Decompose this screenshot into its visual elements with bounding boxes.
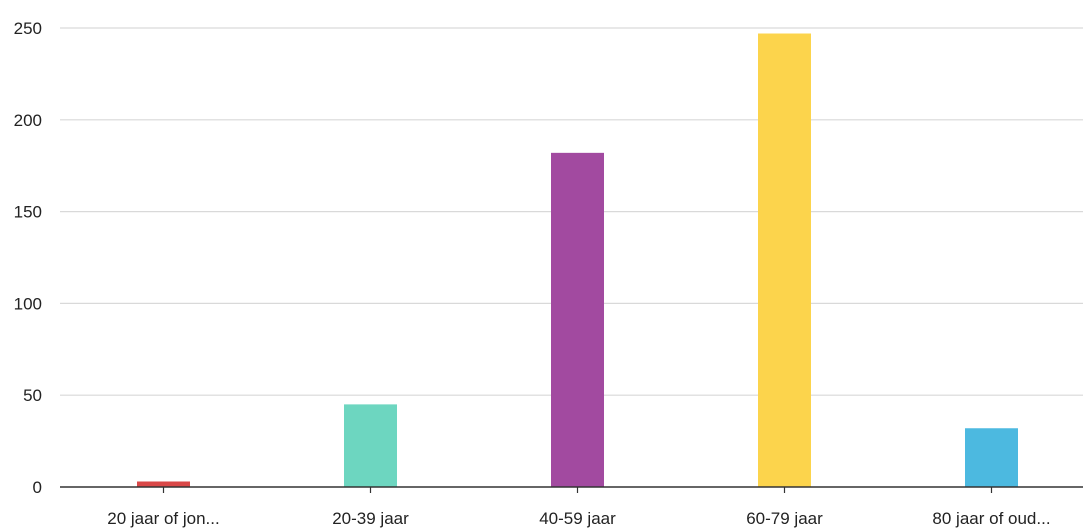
y-tick-label: 50	[23, 386, 42, 405]
bar	[551, 152, 604, 487]
bar	[344, 404, 397, 487]
bar	[965, 428, 1018, 487]
y-tick-label: 150	[14, 203, 42, 222]
x-tick-label: 80 jaar of oud...	[932, 509, 1050, 528]
y-tick-label: 0	[33, 478, 42, 497]
x-tick-label: 20 jaar of jon...	[107, 509, 219, 528]
y-tick-label: 100	[14, 294, 42, 313]
bar	[758, 33, 811, 488]
bar	[137, 481, 190, 487]
x-tick-label: 20-39 jaar	[332, 509, 409, 528]
y-tick-label: 200	[14, 111, 42, 130]
x-tick-label: 40-59 jaar	[539, 509, 616, 528]
y-tick-label: 250	[14, 19, 42, 38]
x-tick-label: 60-79 jaar	[746, 509, 823, 528]
